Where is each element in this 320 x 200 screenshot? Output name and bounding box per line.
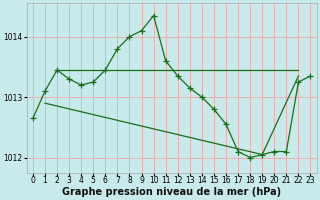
X-axis label: Graphe pression niveau de la mer (hPa): Graphe pression niveau de la mer (hPa) [62,187,281,197]
